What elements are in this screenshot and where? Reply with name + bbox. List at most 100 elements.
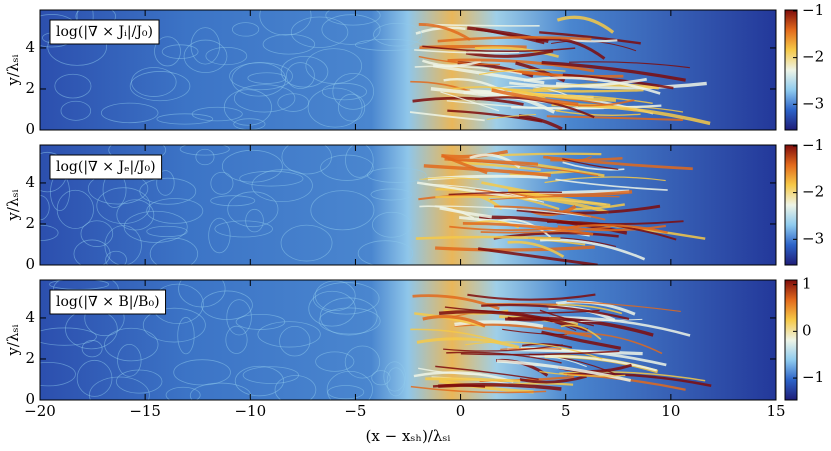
y-tick-label: 0 — [25, 120, 35, 138]
filament — [438, 379, 534, 394]
filament — [435, 365, 539, 381]
heatmap-field — [40, 10, 776, 130]
swirl — [210, 195, 256, 207]
filament — [440, 91, 500, 112]
filament — [559, 371, 706, 382]
y-tick-label: 4 — [25, 308, 35, 326]
filament — [446, 351, 562, 364]
filament — [414, 65, 523, 75]
x-tick-label: 5 — [561, 402, 571, 420]
x-tick-label: −10 — [234, 402, 266, 420]
swirl — [344, 345, 381, 379]
filament — [419, 177, 480, 180]
filament — [486, 113, 536, 120]
swirl — [146, 225, 188, 238]
filament — [462, 221, 594, 236]
filament — [444, 157, 539, 166]
filament — [539, 370, 626, 377]
swirl — [274, 375, 317, 400]
x-tick-label: 0 — [456, 402, 466, 420]
swirl — [227, 191, 279, 228]
filament — [500, 85, 573, 98]
filament — [529, 355, 658, 372]
swirl — [257, 321, 321, 348]
swirl — [89, 376, 150, 400]
filament — [418, 55, 501, 66]
swirl — [208, 217, 231, 254]
filament — [409, 111, 485, 122]
filament — [522, 343, 573, 349]
filament — [540, 238, 646, 261]
swirl — [40, 327, 97, 346]
swirl — [290, 16, 349, 48]
filament — [496, 359, 632, 382]
filament — [424, 183, 545, 203]
filament — [410, 328, 502, 343]
swirl — [312, 282, 380, 315]
filament — [437, 36, 592, 43]
colorbar-tick-label: 1 — [802, 275, 812, 293]
swirl — [76, 359, 113, 397]
swirl — [370, 188, 413, 201]
filament — [562, 161, 625, 171]
annotation-box — [49, 289, 167, 315]
swirl — [165, 386, 201, 400]
swirl — [214, 220, 273, 238]
y-tick-label: 0 — [25, 255, 35, 273]
swirl — [40, 361, 76, 387]
filament — [453, 86, 546, 100]
filament — [435, 245, 595, 252]
swirl — [139, 177, 197, 205]
swirl — [49, 280, 110, 290]
colorbar-tick-label: −1 — [802, 1, 824, 19]
swirl — [310, 190, 375, 231]
filament — [543, 155, 693, 171]
swirl — [371, 211, 412, 238]
x-tick-label: −5 — [344, 402, 366, 420]
swirl — [80, 220, 114, 247]
filament — [534, 238, 586, 246]
swirl — [281, 145, 332, 175]
filament — [535, 37, 606, 60]
swirl — [383, 361, 406, 392]
swirl — [142, 307, 206, 343]
y-tick-label: 2 — [25, 349, 35, 367]
filament — [410, 385, 547, 394]
swirl — [117, 343, 142, 377]
swirl — [337, 93, 366, 122]
y-tick-label: 4 — [25, 38, 35, 56]
colorbar-tick-label: −1 — [802, 136, 824, 154]
y-tick-label: 4 — [25, 173, 35, 191]
filament — [460, 350, 620, 356]
swirl — [251, 169, 313, 202]
filament — [539, 31, 641, 45]
filament — [509, 77, 647, 88]
swirl — [308, 290, 356, 327]
filament — [418, 367, 482, 376]
swirl — [177, 316, 195, 355]
filament — [435, 195, 560, 201]
annotation-box — [49, 19, 160, 45]
swirl — [314, 280, 356, 312]
filament — [467, 293, 596, 301]
filament — [443, 344, 563, 352]
swirl — [179, 145, 230, 156]
swirl — [81, 340, 103, 358]
swirl — [231, 22, 260, 37]
swirl — [315, 351, 355, 372]
filament — [444, 306, 600, 314]
swirl — [321, 82, 368, 101]
filament — [562, 158, 619, 170]
annotation: log(|∇ × Jᵢ|/J₀) — [56, 24, 153, 40]
filament — [498, 218, 552, 238]
colorbar-tick-label: −2 — [802, 48, 824, 66]
filament — [516, 204, 661, 215]
swirl — [201, 290, 253, 320]
filament — [555, 110, 641, 116]
filament — [491, 88, 579, 106]
filament — [423, 164, 551, 177]
plot-frame — [39, 279, 777, 401]
swirl — [105, 250, 127, 265]
y-tick-label: 2 — [25, 214, 35, 232]
filament — [556, 220, 684, 226]
